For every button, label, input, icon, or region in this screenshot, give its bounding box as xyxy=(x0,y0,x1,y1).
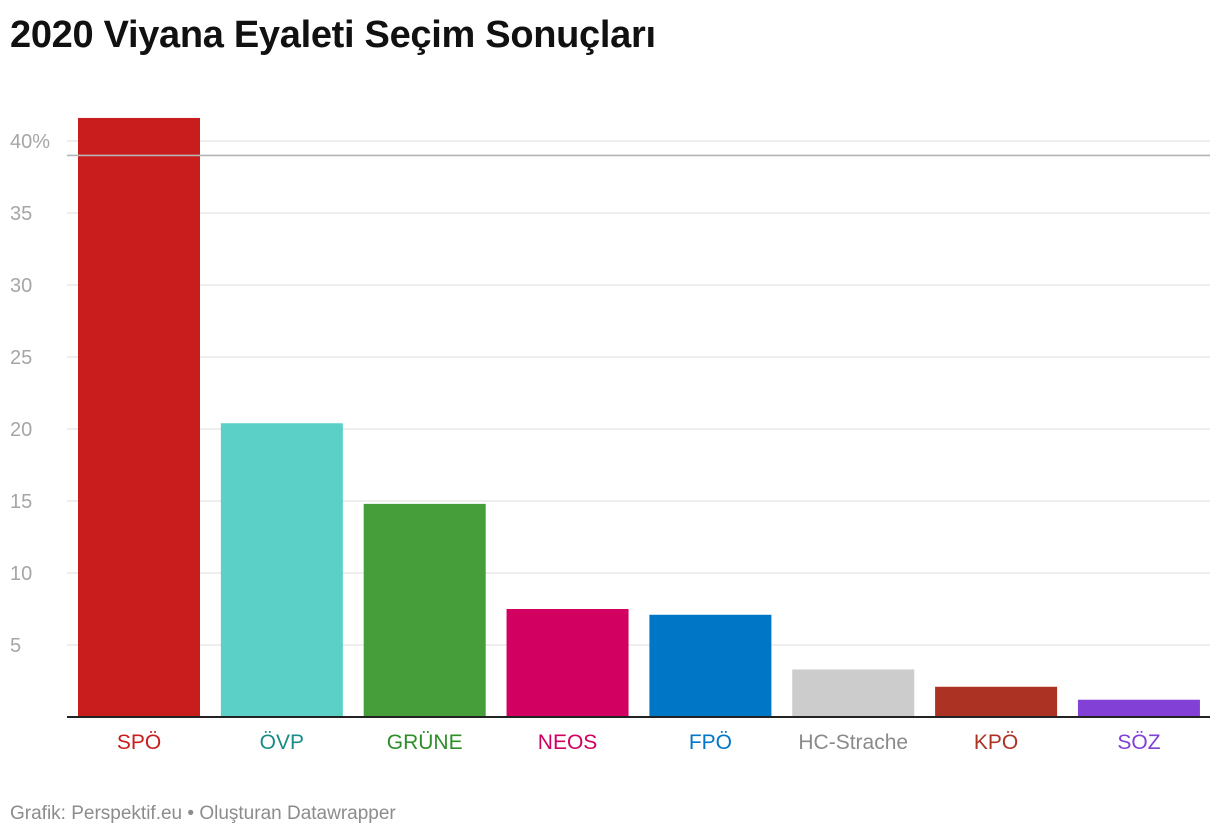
bar xyxy=(649,614,772,717)
y-tick-label: 30 xyxy=(10,275,32,297)
y-tick-label: 15 xyxy=(10,491,32,513)
category-labels: SPÖ ÖVP GRÜNE NEOS FPÖ HC-Strache KPÖ SÖZ xyxy=(117,731,1161,754)
x-category-label: SPÖ xyxy=(117,731,161,754)
x-category-label: GRÜNE xyxy=(387,731,463,754)
bar xyxy=(220,423,343,717)
y-axis-ticks: 5 10 15 20 25 30 35 40% xyxy=(10,131,50,657)
x-category-label: FPÖ xyxy=(689,731,732,754)
bar xyxy=(363,503,486,717)
bars xyxy=(78,117,1200,717)
y-tick-label: 20 xyxy=(10,419,32,441)
x-category-label: HC-Strache xyxy=(798,731,908,754)
x-category-label: NEOS xyxy=(538,731,598,754)
x-category-label: KPÖ xyxy=(974,731,1018,754)
chart-title: 2020 Viyana Eyaleti Seçim Sonuçları xyxy=(10,14,656,56)
source-credit: Grafik: Perspektif.eu • Oluşturan Datawr… xyxy=(10,803,396,824)
y-tick-label: 25 xyxy=(10,347,32,369)
y-tick-label: 35 xyxy=(10,203,32,225)
bar xyxy=(935,686,1058,717)
x-category-label: SÖZ xyxy=(1117,731,1160,754)
bar xyxy=(792,669,915,717)
bar xyxy=(506,609,629,717)
y-tick-label: 10 xyxy=(10,563,32,585)
y-tick-label: 40% xyxy=(10,131,50,153)
x-category-label: ÖVP xyxy=(260,731,304,754)
bar xyxy=(1077,699,1200,717)
bar-chart: 5 10 15 20 25 30 35 40% SPÖ ÖVP GRÜNE NEOS FPÖ HC-St… xyxy=(10,117,1210,754)
bar xyxy=(78,117,200,717)
y-tick-label: 5 xyxy=(10,635,21,657)
